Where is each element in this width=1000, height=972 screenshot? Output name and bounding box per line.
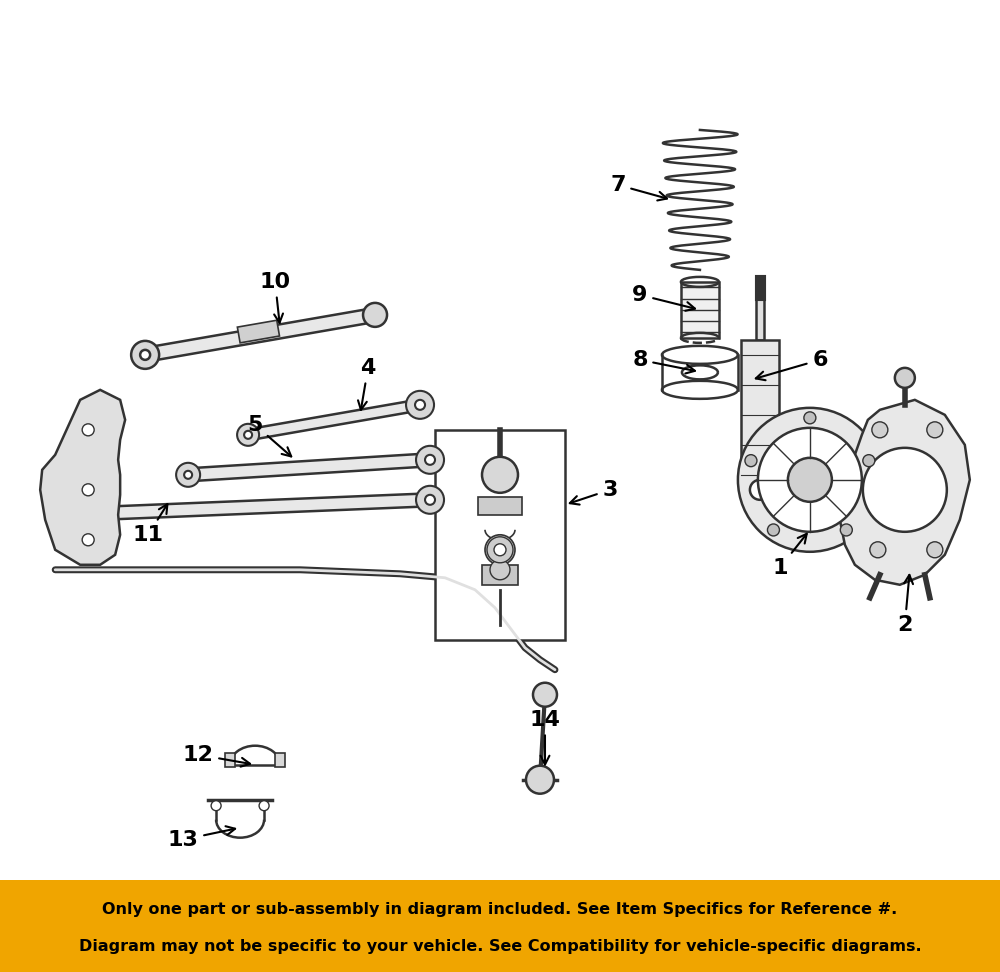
Text: 2: 2 (897, 574, 913, 635)
Circle shape (840, 524, 852, 536)
Text: 7: 7 (610, 175, 667, 200)
Bar (225, 752, 235, 767)
Circle shape (788, 458, 832, 502)
Text: 14: 14 (530, 710, 560, 765)
Circle shape (425, 455, 435, 465)
Bar (65, 494, 430, 521)
Bar (741, 340, 779, 490)
Circle shape (895, 367, 915, 388)
Bar (144, 308, 376, 362)
Bar (247, 399, 421, 440)
Circle shape (176, 463, 200, 487)
Circle shape (872, 422, 888, 437)
Circle shape (82, 534, 94, 546)
Circle shape (425, 495, 435, 504)
Circle shape (131, 341, 159, 368)
Circle shape (745, 455, 757, 467)
Circle shape (758, 428, 862, 532)
Text: 13: 13 (168, 826, 235, 850)
Text: 6: 6 (756, 350, 828, 380)
Circle shape (82, 424, 94, 435)
Bar (756, 295, 764, 340)
Bar (275, 752, 285, 767)
Bar (681, 282, 719, 338)
Bar (435, 430, 565, 640)
Circle shape (526, 766, 554, 794)
Circle shape (82, 484, 94, 496)
Text: 9: 9 (632, 285, 695, 311)
Circle shape (184, 470, 192, 479)
Bar (478, 497, 522, 515)
Circle shape (927, 541, 943, 558)
Circle shape (750, 480, 770, 500)
Circle shape (927, 422, 943, 437)
Text: 1: 1 (772, 534, 807, 577)
Circle shape (237, 424, 259, 446)
Circle shape (863, 448, 947, 532)
Circle shape (804, 412, 816, 424)
Bar (188, 453, 430, 481)
Text: 8: 8 (632, 350, 695, 373)
Circle shape (244, 431, 252, 438)
Circle shape (140, 350, 150, 360)
Bar (482, 565, 518, 585)
Circle shape (487, 537, 513, 563)
Circle shape (416, 446, 444, 473)
Text: 3: 3 (570, 480, 618, 504)
Circle shape (211, 801, 221, 811)
Text: 12: 12 (183, 745, 250, 767)
Circle shape (259, 801, 269, 811)
Polygon shape (40, 390, 125, 565)
Circle shape (415, 399, 425, 410)
Circle shape (870, 541, 886, 558)
Circle shape (490, 560, 510, 579)
Text: Diagram may not be specific to your vehicle. See Compatibility for vehicle-speci: Diagram may not be specific to your vehi… (79, 939, 921, 954)
Bar (237, 320, 279, 343)
Text: 11: 11 (133, 504, 167, 544)
Circle shape (494, 543, 506, 556)
Circle shape (485, 535, 515, 565)
Circle shape (482, 457, 518, 493)
Text: 4: 4 (358, 358, 376, 410)
Circle shape (863, 455, 875, 467)
Text: Only one part or sub-assembly in diagram included. See Item Specifics for Refere: Only one part or sub-assembly in diagram… (102, 902, 898, 917)
Circle shape (363, 303, 387, 327)
Circle shape (533, 682, 557, 707)
Circle shape (767, 524, 779, 536)
Circle shape (416, 486, 444, 514)
Circle shape (406, 391, 434, 419)
Circle shape (738, 408, 882, 552)
Polygon shape (840, 399, 970, 585)
Text: 5: 5 (247, 415, 291, 457)
Text: 10: 10 (260, 272, 291, 323)
